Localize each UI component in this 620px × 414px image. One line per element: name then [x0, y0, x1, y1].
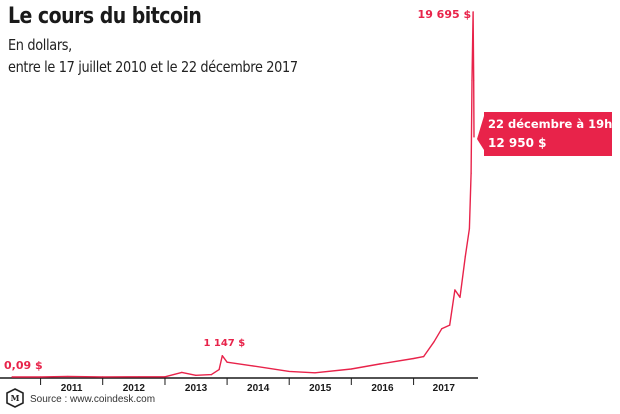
data-point: [468, 228, 471, 230]
x-tick-label: 2012: [123, 383, 146, 394]
le-monde-logo-icon: M: [6, 388, 24, 408]
chart-subtitle-unit: En dollars,: [8, 36, 72, 54]
data-point: [195, 374, 197, 376]
start-value-label: 0,09 $: [4, 359, 43, 372]
data-point: [164, 376, 166, 378]
data-point: [102, 376, 104, 378]
callout-box: [484, 112, 612, 156]
data-point: [433, 341, 435, 343]
data-point: [218, 368, 220, 371]
data-point: [472, 11, 474, 13]
annotations: 0,09 $ 1 147 $ 19 695 $ 22 décembre à 19h 12…: [4, 8, 612, 372]
data-point: [459, 296, 461, 298]
data-point: [210, 373, 213, 376]
x-axis: 2011 2012 2013 2014 2015 2016 2017: [0, 377, 478, 394]
data-point: [67, 375, 69, 378]
x-tick-label: 2015: [309, 383, 332, 394]
data-point: [470, 172, 472, 174]
svg-text:M: M: [11, 393, 20, 403]
x-tick-label: 2016: [371, 383, 394, 394]
price-series: [11, 11, 475, 378]
data-point: [138, 376, 140, 378]
data-point: [226, 361, 228, 363]
data-point: [11, 376, 13, 378]
data-point: [471, 79, 473, 82]
data-point: [464, 255, 466, 258]
data-point: [441, 328, 443, 330]
chart-subtitle-period: entre le 17 juillet 2010 et le 22 décemb…: [8, 58, 298, 76]
data-point: [350, 368, 352, 370]
peak-2017-label: 19 695 $: [418, 8, 472, 21]
last-date-label: 22 décembre à 19h: [488, 117, 612, 131]
x-tick-label: 2013: [185, 383, 208, 394]
data-point: [221, 355, 223, 357]
data-point: [449, 324, 451, 326]
data-point: [473, 136, 475, 138]
data-point: [288, 370, 290, 373]
data-point: [378, 363, 381, 365]
x-tick-label: 2011: [61, 383, 83, 394]
data-point: [473, 79, 475, 82]
data-point: [39, 376, 42, 378]
chart-title: Le cours du bitcoin: [8, 4, 202, 29]
source-note: Source : www.coindesk.com: [30, 394, 156, 405]
data-point: [454, 289, 456, 291]
last-value-label: 12 950 $: [488, 136, 546, 150]
data-point: [181, 371, 183, 373]
data-point: [314, 372, 316, 374]
callout-pointer: [477, 116, 484, 150]
data-point: [252, 365, 254, 367]
x-tick-label: 2017: [433, 383, 456, 394]
data-point: [412, 357, 415, 360]
data-point: [423, 356, 425, 358]
x-tick-label: 2014: [247, 383, 270, 394]
peak-2013-label: 1 147 $: [203, 338, 245, 349]
